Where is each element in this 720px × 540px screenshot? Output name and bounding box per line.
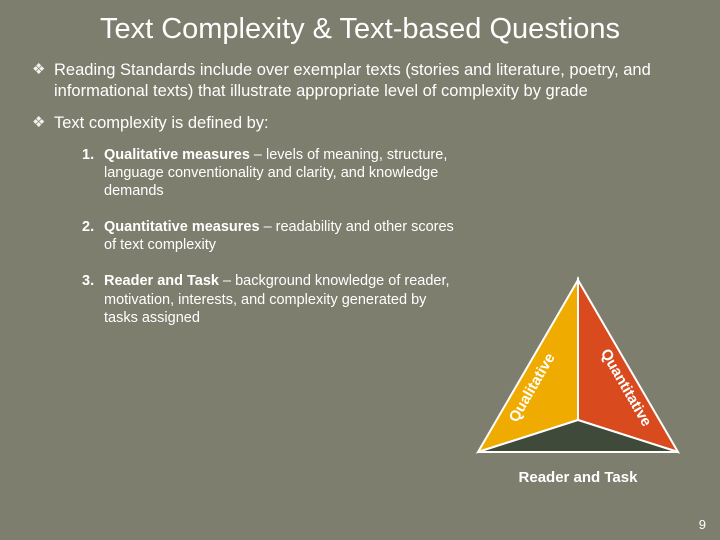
list-item: 2. Quantitative measures – readability a… [82,218,462,254]
diamond-bullet-icon: ❖ [32,113,54,133]
item-body: Reader and Task – background knowledge o… [104,272,462,326]
bullet-text: Text complexity is defined by: [54,113,688,134]
item-number: 2. [82,218,104,254]
bullet-item: ❖ Text complexity is defined by: [32,113,688,134]
diamond-bullet-icon: ❖ [32,60,54,80]
bullet-item: ❖ Reading Standards include over exempla… [32,60,688,101]
list-item: 1. Qualitative measures – levels of mean… [82,146,462,200]
triangle-icon: Qualitative Quantitative [462,272,694,472]
item-head: Reader and Task [104,273,219,289]
bullet-text: Reading Standards include over exemplar … [54,60,688,101]
item-body: Qualitative measures – levels of meaning… [104,146,462,200]
triangle-bottom-label: Reader and Task [462,469,694,486]
complexity-triangle: Qualitative Quantitative Reader and Task [462,272,694,500]
page-number: 9 [699,517,706,532]
item-head: Qualitative measures [104,147,250,163]
item-body: Quantitative measures – readability and … [104,218,462,254]
item-number: 1. [82,146,104,200]
item-number: 3. [82,272,104,326]
item-head: Quantitative measures [104,219,260,235]
page-title: Text Complexity & Text-based Questions [0,0,720,52]
numbered-list: 1. Qualitative measures – levels of mean… [82,146,462,327]
list-item: 3. Reader and Task – background knowledg… [82,272,462,326]
